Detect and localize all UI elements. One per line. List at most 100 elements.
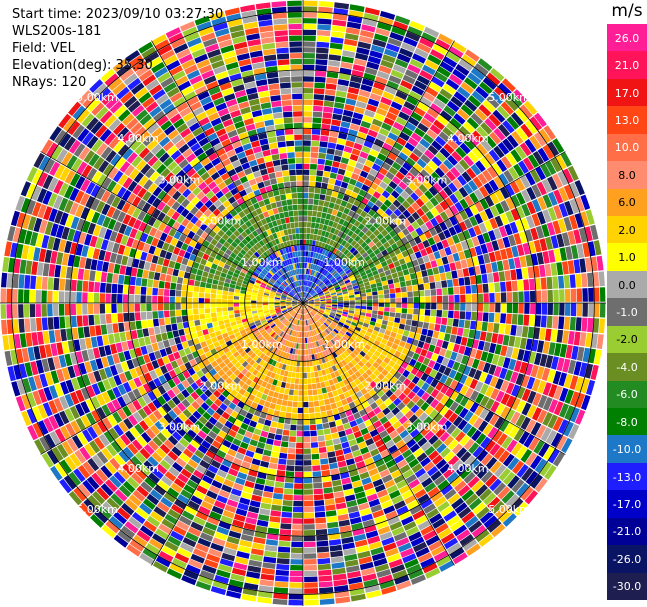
velocity-gate (398, 276, 405, 282)
velocity-gate (280, 447, 288, 454)
velocity-gate (461, 355, 469, 365)
velocity-gate (233, 562, 248, 571)
velocity-gate (402, 553, 417, 564)
velocity-gate (340, 157, 349, 165)
velocity-gate (479, 510, 494, 524)
velocity-gate (448, 226, 457, 236)
velocity-gate (76, 315, 83, 327)
velocity-gate (411, 394, 421, 404)
velocity-gate (443, 143, 455, 155)
velocity-gate (450, 96, 464, 108)
velocity-gate (368, 358, 375, 365)
velocity-gate (495, 378, 504, 390)
velocity-gate (449, 244, 458, 254)
velocity-gate (395, 171, 405, 181)
velocity-gate (405, 364, 414, 373)
velocity-gate (333, 203, 340, 211)
velocity-gate (449, 262, 457, 271)
velocity-gate (448, 303, 454, 311)
velocity-gate (494, 313, 501, 323)
velocity-gate (515, 145, 527, 160)
velocity-gate (304, 292, 307, 298)
velocity-gate (174, 262, 181, 270)
velocity-gate (431, 140, 443, 151)
velocity-gate (310, 436, 318, 442)
velocity-gate (478, 533, 494, 547)
velocity-gate (335, 288, 342, 293)
velocity-gate (384, 298, 390, 303)
velocity-gate (330, 227, 336, 234)
velocity-gate (372, 453, 383, 462)
velocity-gate (310, 311, 315, 316)
velocity-gate (246, 475, 257, 483)
velocity-gate (376, 208, 385, 217)
velocity-gate (439, 463, 451, 474)
velocity-gate (486, 95, 500, 109)
velocity-gate (210, 586, 227, 596)
velocity-gate (381, 162, 391, 171)
velocity-gate (224, 504, 237, 513)
velocity-gate (190, 521, 204, 532)
velocity-gate (303, 419, 310, 425)
velocity-gate (515, 127, 529, 142)
velocity-gate (542, 251, 550, 264)
velocity-gate (462, 268, 470, 277)
velocity-gate (303, 122, 312, 129)
velocity-gate (417, 437, 428, 447)
velocity-gate (177, 547, 192, 558)
velocity-gate (280, 381, 286, 388)
velocity-gate (303, 292, 305, 298)
velocity-gate (527, 266, 535, 279)
velocity-gate (531, 378, 541, 392)
velocity-gate (310, 348, 314, 355)
velocity-gate (280, 338, 285, 344)
velocity-gate (510, 208, 520, 221)
velocity-gate (406, 224, 415, 233)
velocity-gate (336, 310, 343, 314)
velocity-gate (248, 559, 262, 568)
velocity-gate (355, 337, 362, 344)
velocity-gate (371, 354, 378, 361)
velocity-gate (365, 221, 373, 230)
velocity-gate (165, 324, 172, 332)
velocity-gate (309, 331, 312, 337)
velocity-gate (553, 248, 562, 262)
velocity-gate (317, 205, 324, 212)
velocity-gate (321, 286, 327, 291)
velocity-gate (373, 377, 381, 385)
velocity-gate (337, 192, 345, 200)
velocity-gate (525, 338, 533, 351)
velocity-gate (343, 378, 350, 386)
velocity-gate (405, 31, 421, 42)
velocity-gate (327, 451, 336, 458)
velocity-gate (440, 484, 453, 496)
velocity-gate (402, 162, 413, 172)
velocity-gate (288, 335, 293, 342)
velocity-gate (296, 436, 303, 443)
velocity-gate (320, 298, 326, 301)
velocity-gate (444, 377, 453, 387)
velocity-gate (100, 314, 106, 325)
velocity-gate (245, 300, 251, 303)
velocity-gate (361, 24, 376, 33)
velocity-gate (314, 353, 318, 360)
velocity-gate (303, 308, 305, 315)
velocity-gate (300, 349, 303, 355)
velocity-gate (325, 320, 331, 325)
velocity-gate (408, 569, 424, 580)
velocity-gate (502, 357, 511, 369)
velocity-gate (205, 318, 212, 324)
velocity-gate (358, 332, 365, 338)
velocity-gate (324, 250, 329, 257)
velocity-gate (315, 259, 320, 265)
velocity-gate (352, 259, 359, 266)
velocity-gate (292, 512, 303, 519)
velocity-gate (367, 303, 373, 307)
velocity-gate (368, 541, 382, 550)
velocity-gate (326, 373, 332, 380)
velocity-gate (329, 347, 335, 353)
velocity-gate (304, 588, 319, 594)
velocity-gate (169, 310, 176, 317)
velocity-gate (331, 254, 337, 261)
velocity-gate (303, 500, 314, 507)
